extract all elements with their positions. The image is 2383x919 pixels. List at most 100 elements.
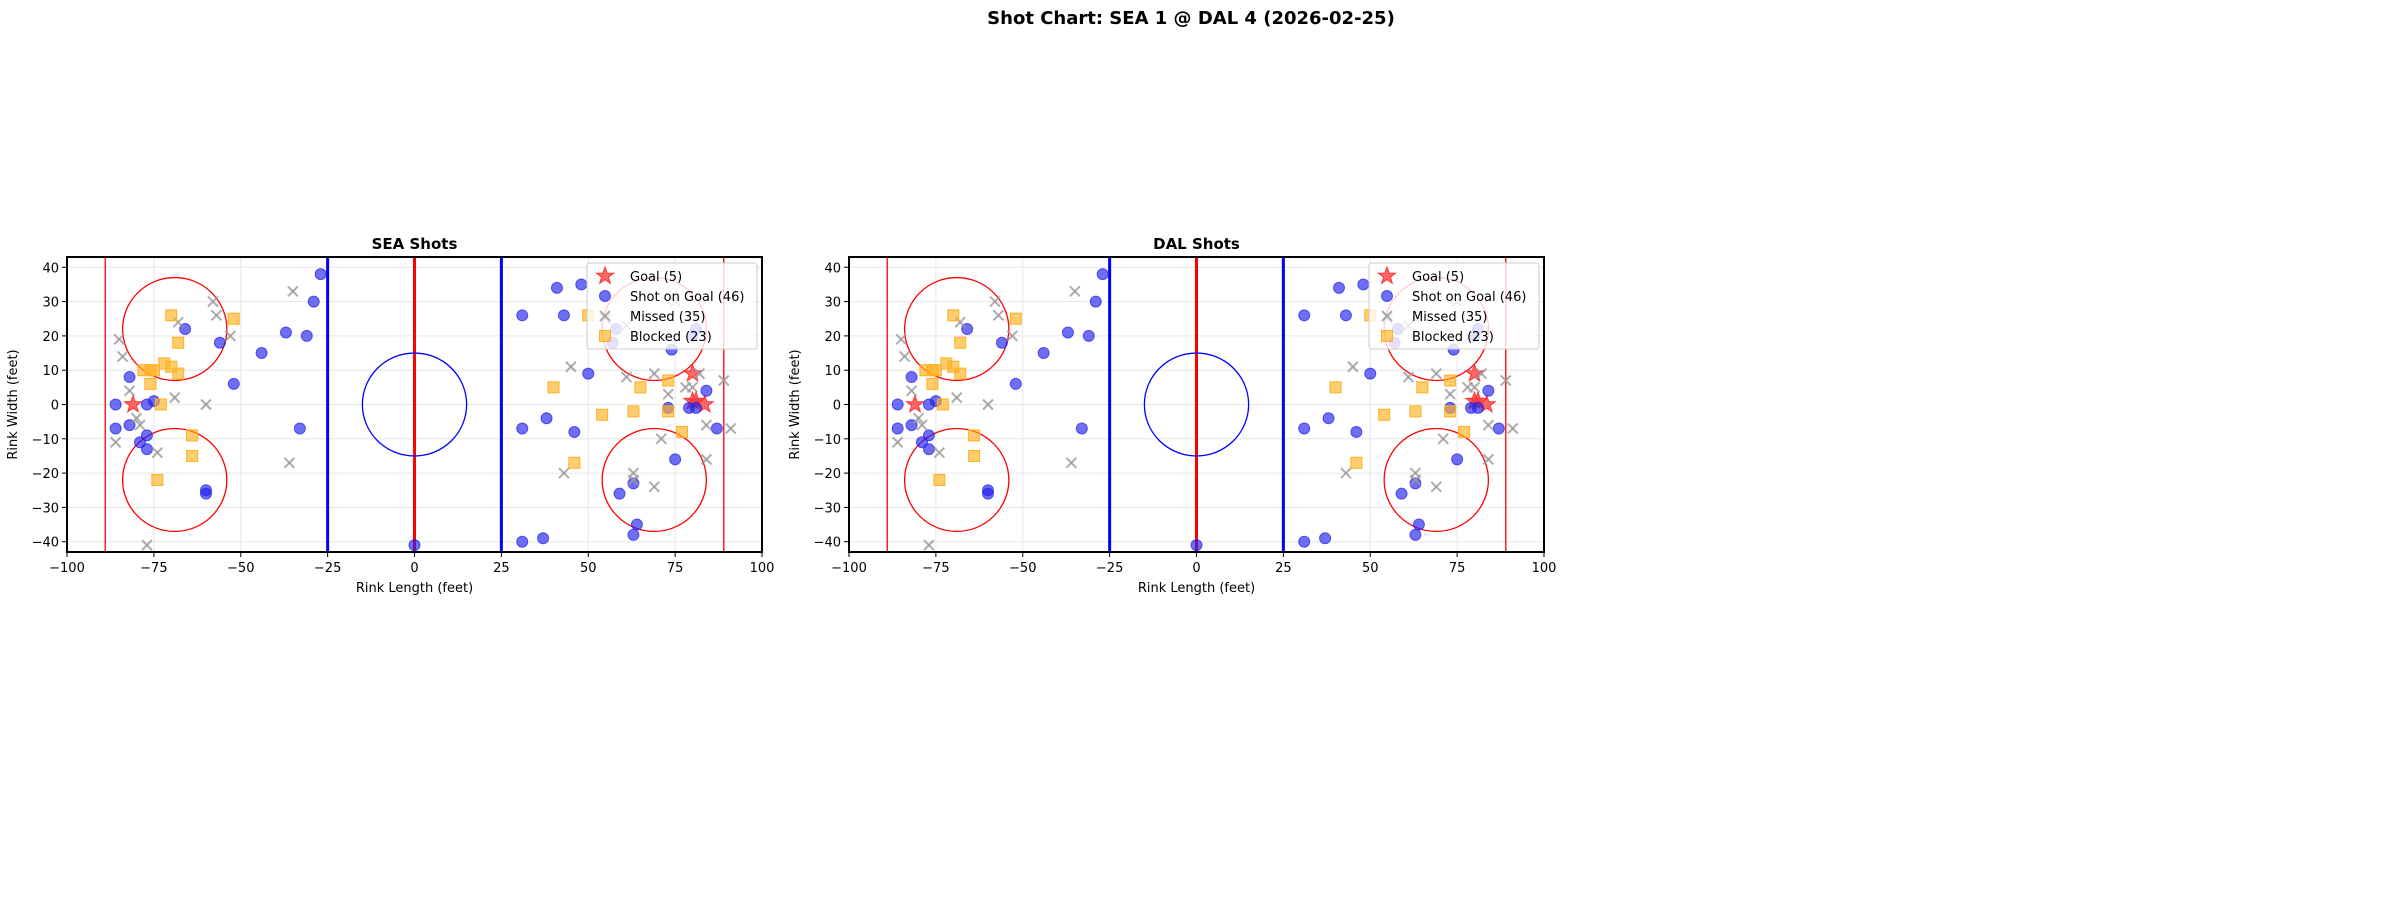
missed-point — [992, 309, 1005, 322]
blocked-point — [147, 364, 160, 377]
missed-stroke — [1437, 433, 1449, 445]
missed-stroke — [558, 467, 570, 479]
missed-point — [565, 361, 577, 373]
blocked-point — [154, 398, 167, 411]
missed-point — [718, 374, 730, 387]
missed-stroke — [725, 422, 737, 435]
x-tick-label: 75 — [1449, 561, 1466, 576]
shot-point — [891, 422, 904, 435]
shot-point — [300, 329, 313, 342]
missed-point — [700, 453, 713, 466]
missed-point — [134, 419, 146, 431]
blocked-point — [547, 381, 560, 394]
blocked-point — [1444, 374, 1457, 387]
missed-point — [898, 350, 911, 363]
faceoff-circle — [121, 427, 228, 533]
missed-stroke — [933, 446, 946, 459]
shot-point — [1339, 309, 1352, 322]
blocked-point — [165, 309, 178, 322]
missed-stroke — [1402, 371, 1415, 383]
shot-point — [922, 443, 935, 456]
x-tick-label: −100 — [49, 561, 85, 576]
missed-stroke — [891, 436, 904, 448]
missed-stroke — [1347, 361, 1359, 373]
blocked-point — [165, 360, 178, 373]
missed-stroke — [172, 316, 184, 328]
shot-point — [627, 477, 640, 490]
goal-point — [694, 393, 715, 414]
y-tick-label: −40 — [814, 536, 841, 551]
shot-point — [537, 532, 550, 545]
shot-point — [1482, 384, 1495, 397]
shot-point — [109, 398, 122, 411]
missed-point — [207, 295, 219, 308]
missed-point — [1340, 467, 1352, 479]
blocked-point — [954, 336, 967, 349]
faceoff-circle — [121, 276, 228, 382]
missed-point — [283, 457, 296, 469]
blocked-point — [968, 449, 981, 462]
missed-stroke — [693, 367, 706, 380]
shot-point — [1492, 422, 1505, 435]
y-tick-label: −30 — [32, 501, 59, 516]
missed-point — [1430, 367, 1442, 380]
missed-stroke — [916, 419, 928, 431]
shot-point — [279, 326, 292, 339]
blocked-point — [144, 377, 157, 390]
shot-point — [516, 535, 529, 548]
shot-point — [213, 336, 226, 349]
missed-point — [693, 367, 706, 380]
missed-point — [558, 467, 570, 479]
shot-point — [982, 487, 994, 500]
x-tick-label: 100 — [750, 561, 775, 576]
x-tick-label: −75 — [922, 561, 949, 576]
missed-point — [1482, 419, 1495, 431]
y-tick-label: −20 — [32, 467, 59, 482]
shot-point — [1298, 309, 1311, 322]
y-tick-label: 10 — [42, 364, 59, 379]
shot-point — [123, 371, 136, 384]
missed-point — [1430, 481, 1442, 493]
missed-point — [1069, 285, 1081, 298]
y-tick-label: 40 — [824, 261, 841, 276]
missed-point — [989, 295, 1001, 308]
missed-stroke — [895, 333, 907, 346]
y-tick-label: 20 — [824, 330, 841, 345]
shot-point — [1009, 377, 1022, 390]
shot-point — [710, 422, 723, 435]
blocked-point — [634, 381, 647, 394]
shot-point — [408, 539, 421, 552]
x-tick-label: 25 — [1275, 561, 1292, 576]
x-tick-label: 0 — [410, 561, 418, 576]
missed-point — [141, 539, 153, 551]
y-axis-label: Rink Width (feet) — [6, 349, 21, 459]
missed-point — [648, 367, 660, 380]
missed-stroke — [113, 333, 125, 346]
missed-stroke — [905, 385, 918, 397]
missed-point — [1402, 371, 1415, 383]
center-circle — [1143, 352, 1250, 457]
shot-point — [255, 347, 268, 360]
missed-stroke — [130, 412, 143, 424]
shot-point — [613, 487, 626, 500]
missed-point — [905, 385, 918, 397]
legend-label: Goal (5) — [1412, 270, 1464, 285]
legend: Goal (5) Shot on Goal (46) Missed (35) Bloc… — [1368, 262, 1540, 350]
missed-point — [933, 446, 946, 459]
blocked-point — [926, 377, 939, 390]
shot-point — [227, 377, 240, 390]
shot-point — [1350, 425, 1363, 438]
blocked-point — [172, 367, 185, 380]
missed-point — [891, 436, 904, 448]
missed-point — [1065, 457, 1078, 469]
x-tick-label: 100 — [1532, 561, 1557, 576]
missed-stroke — [1069, 285, 1081, 298]
missed-stroke — [648, 367, 660, 380]
goal-point — [1376, 265, 1398, 285]
x-tick-label: −100 — [831, 561, 867, 576]
missed-point — [951, 391, 963, 404]
missed-stroke — [1381, 310, 1393, 322]
missed-point — [1500, 374, 1512, 387]
goal-point — [1476, 393, 1497, 414]
missed-stroke — [141, 539, 153, 551]
